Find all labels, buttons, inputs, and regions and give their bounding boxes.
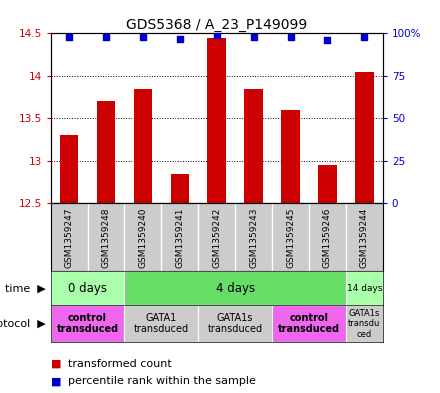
Bar (272, 305, 346, 342)
Text: GSM1359241: GSM1359241 (175, 207, 184, 268)
Point (103, 34, 110, 40)
Text: time  ▶: time ▶ (5, 283, 46, 294)
Bar (198, 305, 272, 342)
Text: GSM1359246: GSM1359246 (323, 207, 332, 268)
Bar (171, 174, 189, 204)
Bar (346, 305, 383, 342)
Text: GSM1359247: GSM1359247 (65, 207, 73, 268)
Text: ■: ■ (51, 358, 61, 369)
Point (139, 34, 147, 40)
Text: GSM1359248: GSM1359248 (102, 207, 110, 268)
Point (66, 34, 73, 40)
Bar (346, 272, 383, 305)
Bar (355, 72, 374, 204)
Text: GATA1s
transdu
ced: GATA1s transdu ced (348, 309, 381, 339)
Text: 4 days: 4 days (216, 282, 255, 295)
Point (361, 34, 368, 40)
Bar (51, 272, 125, 305)
Bar (244, 89, 263, 204)
Bar (60, 136, 78, 204)
Point (287, 34, 294, 40)
Bar (281, 110, 300, 204)
Point (250, 34, 257, 40)
Bar (97, 101, 115, 204)
Text: GSM1359245: GSM1359245 (286, 207, 295, 268)
Text: GSM1359240: GSM1359240 (138, 207, 147, 268)
Text: control
transduced: control transduced (56, 313, 118, 334)
Text: percentile rank within the sample: percentile rank within the sample (68, 376, 256, 386)
Bar (208, 38, 226, 204)
Text: ■: ■ (51, 376, 61, 386)
Bar (125, 305, 198, 342)
Bar (125, 272, 346, 305)
Bar (51, 305, 125, 342)
Point (213, 32, 220, 38)
Title: GDS5368 / A_23_P149099: GDS5368 / A_23_P149099 (126, 18, 307, 32)
Text: 14 days: 14 days (347, 284, 382, 293)
Bar (318, 165, 337, 204)
Text: control
transduced: control transduced (278, 313, 340, 334)
Text: GSM1359243: GSM1359243 (249, 207, 258, 268)
Text: GATA1s
transduced: GATA1s transduced (208, 313, 263, 334)
Bar (134, 89, 152, 204)
Text: 0 days: 0 days (68, 282, 107, 295)
Point (324, 37, 331, 43)
Text: GATA1
transduced: GATA1 transduced (134, 313, 189, 334)
Text: protocol  ▶: protocol ▶ (0, 319, 46, 329)
Text: GSM1359242: GSM1359242 (212, 207, 221, 268)
Text: transformed count: transformed count (68, 358, 172, 369)
Point (176, 35, 183, 42)
Text: GSM1359244: GSM1359244 (360, 207, 369, 268)
